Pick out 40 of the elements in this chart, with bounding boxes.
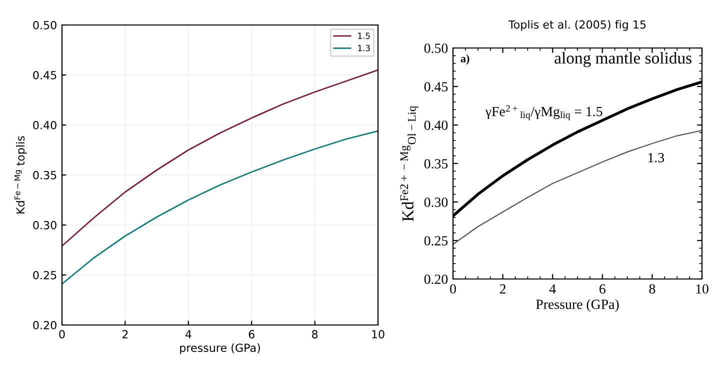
y-tick-label: 0.35 — [33, 170, 56, 180]
x-tick-label: 6 — [248, 330, 254, 338]
line-series — [453, 130, 702, 245]
x-tick-label: 8 — [649, 284, 656, 294]
legend-label: 1.3 — [358, 44, 370, 52]
y-tick-label: 0.35 — [424, 159, 448, 169]
legend-label: 1.5 — [358, 32, 370, 39]
y-tick-label: 0.40 — [424, 120, 448, 130]
y-tick-label: 0.25 — [33, 270, 56, 280]
y-tick-label: 0.50 — [33, 20, 56, 30]
x-axis-title: pressure (GPa) — [180, 343, 260, 354]
x-tick-label: 0 — [450, 284, 456, 294]
x-tick-label: 8 — [312, 330, 318, 338]
annotation: along mantle solidus — [554, 52, 692, 68]
x-tick-label: 2 — [122, 330, 128, 338]
y-tick-label: 0.20 — [33, 320, 56, 330]
y-axis-title: Kd$^{Fe−Mg}$ toplis — [14, 136, 27, 214]
y-tick-label: 0.50 — [424, 44, 448, 54]
y-tick-label: 0.40 — [33, 120, 56, 130]
x-tick-label: 10 — [372, 330, 384, 338]
chart-title: Toplis et al. (2005) fig 15 — [508, 20, 646, 31]
annotation: γFe$^{2+}$$_{liq}$/γMg$_{liq}$ = 1.5 — [485, 105, 602, 120]
y-tick-label: 0.45 — [424, 82, 448, 92]
x-axis-title: Pressure (GPa) — [536, 299, 619, 312]
y-tick-label: 0.25 — [424, 236, 448, 246]
y-tick-label: 0.30 — [33, 220, 56, 230]
x-tick-label: 4 — [185, 330, 192, 338]
x-tick-label: 0 — [59, 330, 65, 338]
annotation: 1.3 — [648, 153, 664, 162]
line-series — [62, 130, 378, 285]
y-tick-label: 0.20 — [424, 274, 448, 284]
x-tick-label: 10 — [696, 284, 708, 294]
annotation: a) — [460, 54, 470, 65]
y-axis-title: Kd$^{Fe2+−Mg}$$_{Ol−Liq}$ — [400, 106, 418, 222]
y-tick-label: 0.30 — [424, 198, 448, 208]
x-tick-label: 2 — [500, 284, 506, 294]
x-tick-label: 4 — [549, 284, 556, 294]
y-tick-label: 0.45 — [33, 70, 56, 80]
x-tick-label: 6 — [600, 284, 606, 294]
line-series — [62, 69, 378, 247]
